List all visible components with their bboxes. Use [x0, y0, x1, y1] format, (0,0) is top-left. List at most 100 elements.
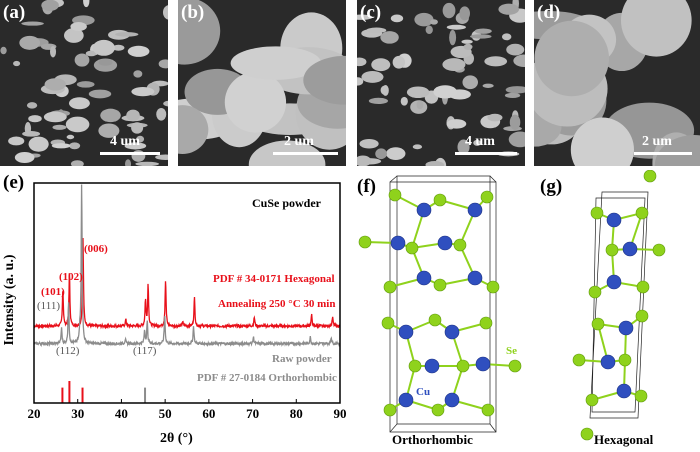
hkl-label: (102)	[59, 271, 83, 283]
grain	[112, 44, 125, 51]
sem-image-a: (a) 4 um	[0, 0, 168, 166]
se-atom	[590, 206, 604, 220]
grain	[21, 21, 44, 26]
hkl-label: (117)	[133, 345, 157, 357]
grain	[50, 45, 57, 58]
legend-annealed: Annealing 250 °C 30 min	[218, 298, 336, 310]
grain	[357, 77, 364, 86]
cu-atom	[416, 270, 432, 286]
se-atom	[618, 353, 632, 367]
scale-bar	[455, 152, 517, 155]
se-atom	[643, 170, 657, 183]
grain	[433, 85, 457, 99]
x-axis-label: 2θ (°)	[160, 431, 193, 446]
se-atom	[405, 241, 419, 255]
grain	[14, 151, 35, 164]
grain	[131, 87, 155, 97]
grain	[124, 142, 147, 150]
grain	[501, 33, 512, 41]
grain	[449, 29, 457, 46]
grain	[88, 89, 112, 99]
grain	[155, 154, 168, 160]
grain	[85, 50, 97, 57]
grain	[163, 100, 168, 107]
grain	[126, 109, 140, 122]
sem-texture	[357, 0, 525, 166]
grain	[505, 86, 525, 94]
grain	[487, 113, 503, 122]
sem-image-d: (d) 2 um	[534, 0, 700, 166]
grain	[506, 43, 525, 56]
grain	[513, 54, 525, 67]
x-tick-label: 90	[333, 406, 347, 421]
se-atom	[585, 393, 599, 407]
grain	[13, 60, 21, 67]
cu-atom	[467, 202, 483, 218]
se-atom	[381, 316, 395, 330]
sem-image-b: (b) 2 um	[178, 0, 346, 166]
scale-label: 4 um	[110, 134, 140, 149]
grain	[178, 0, 221, 65]
grain	[69, 142, 81, 150]
grain	[474, 28, 492, 34]
grain	[115, 32, 139, 37]
grain	[135, 161, 160, 166]
grain	[19, 35, 41, 50]
cu-atom	[398, 392, 414, 408]
grain	[416, 100, 424, 110]
series-raw-line	[33, 184, 341, 348]
grain	[156, 107, 167, 121]
hkl-label: (111)	[37, 300, 61, 312]
grain	[473, 139, 482, 146]
grain	[98, 59, 113, 66]
cu-atom	[444, 392, 460, 408]
scale-label: 2 um	[642, 134, 672, 149]
se-atom	[635, 309, 649, 323]
x-tick-label: 30	[71, 406, 85, 421]
se-atom	[481, 403, 495, 417]
sem-texture	[178, 0, 346, 166]
hkl-label: (101)	[41, 286, 65, 298]
plot-frame	[33, 182, 341, 404]
cu-atom	[600, 354, 616, 370]
grain	[457, 139, 470, 155]
se-atom	[605, 243, 619, 257]
grain	[357, 155, 372, 166]
se-atom	[486, 280, 500, 294]
grain	[43, 111, 67, 123]
grain	[508, 131, 525, 148]
se-atom	[358, 235, 372, 249]
scale-bar	[273, 152, 338, 155]
grain	[504, 92, 521, 99]
se-atom	[636, 280, 650, 294]
grain	[425, 160, 445, 166]
cu-atom	[606, 274, 622, 290]
grain	[368, 97, 389, 105]
grain	[0, 46, 7, 55]
panel-label-e: (e)	[3, 172, 25, 193]
panel-label-c: (c)	[360, 2, 382, 23]
grain	[76, 81, 95, 88]
panel-label-a: (a)	[3, 2, 26, 23]
grain	[41, 0, 59, 11]
scale-label: 4 um	[465, 134, 495, 149]
grain	[28, 136, 49, 152]
panel-label-g: (g)	[540, 176, 563, 197]
caption-orthorhombic: Orthorhombic	[392, 432, 473, 447]
x-tick-label: 50	[158, 406, 172, 421]
grain	[230, 46, 322, 80]
legend-ortho-pdf: PDF # 27-0184 Orthorhombic	[197, 372, 337, 384]
se-atom	[580, 427, 594, 441]
se-atom	[433, 278, 447, 292]
grain	[375, 148, 387, 160]
cu-atom	[606, 212, 622, 228]
grain	[534, 20, 610, 97]
x-tick-label: 60	[202, 406, 216, 421]
grain	[22, 131, 41, 137]
grain	[125, 159, 132, 166]
crystal-structures	[358, 170, 666, 441]
grain	[224, 71, 287, 133]
se-atom	[652, 243, 666, 257]
cu-atom	[416, 202, 432, 218]
grain	[470, 34, 492, 39]
